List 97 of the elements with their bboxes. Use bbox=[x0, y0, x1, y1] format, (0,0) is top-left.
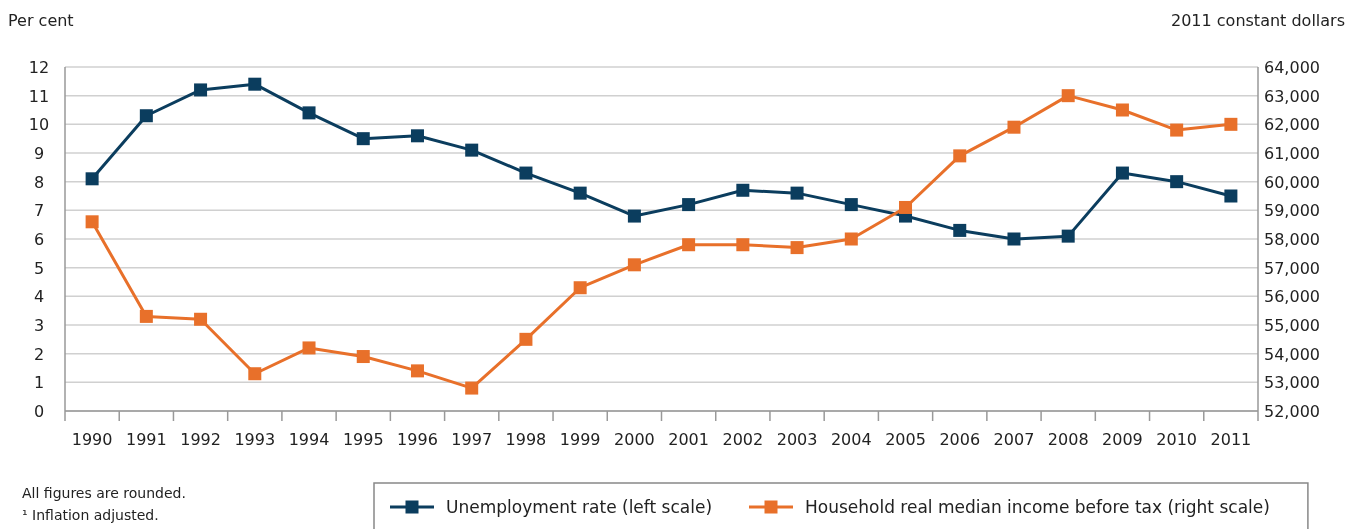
y2-tick-label: 55,000 bbox=[1264, 316, 1320, 335]
y2-tick-label: 54,000 bbox=[1264, 344, 1320, 364]
point bbox=[139, 109, 153, 123]
point bbox=[1224, 117, 1238, 131]
y2-tick-label: 56,000 bbox=[1264, 287, 1320, 307]
y-tick-label: 6 bbox=[33, 230, 45, 249]
y2-tick-label: 64,000 bbox=[1264, 58, 1320, 77]
x-tick-label: 1997 bbox=[451, 430, 493, 449]
x-tick-label: 1999 bbox=[559, 430, 601, 449]
y2-tick-label: 61,000 bbox=[1264, 144, 1320, 163]
y2-tick-label: 62,000 bbox=[1264, 115, 1320, 135]
text: ¹ Inflation adjusted. bbox=[22, 507, 159, 523]
point bbox=[573, 186, 587, 200]
x-tick-label: 2008 bbox=[1047, 430, 1089, 449]
x-tick-label: 2006 bbox=[939, 430, 981, 449]
y-tick-label: 8 bbox=[33, 172, 45, 192]
point bbox=[1007, 232, 1021, 246]
y2-tick-label: 60,000 bbox=[1264, 172, 1320, 192]
point bbox=[1170, 123, 1184, 137]
x-tick-label: 1998 bbox=[505, 430, 547, 449]
point bbox=[1115, 166, 1129, 180]
point bbox=[790, 186, 804, 200]
x-tick-label: 2003 bbox=[776, 430, 818, 449]
point bbox=[682, 198, 696, 212]
point bbox=[899, 200, 913, 214]
point bbox=[1061, 89, 1075, 103]
point bbox=[356, 350, 370, 364]
x-tick-label: 1992 bbox=[180, 430, 221, 449]
point bbox=[410, 364, 424, 378]
x-tick-label: 2000 bbox=[614, 430, 655, 449]
y-tick-label: 10 bbox=[28, 115, 50, 135]
legend-label: Household real median income before tax (right scale) bbox=[805, 497, 1270, 517]
point bbox=[85, 172, 99, 186]
x-tick-label: 2002 bbox=[722, 430, 764, 449]
y-tick-label: 1 bbox=[33, 373, 45, 393]
point bbox=[736, 238, 750, 252]
y-axis-title: Per cent bbox=[8, 11, 74, 30]
point bbox=[248, 367, 262, 381]
x-tick-label: 2010 bbox=[1156, 430, 1198, 449]
x-tick-label: 1994 bbox=[288, 430, 330, 449]
y2-tick-label: 63,000 bbox=[1264, 86, 1320, 106]
x-tick-label: 1991 bbox=[125, 430, 167, 449]
point bbox=[465, 381, 479, 395]
point bbox=[302, 106, 316, 120]
point bbox=[519, 332, 533, 346]
point bbox=[1224, 189, 1238, 203]
point bbox=[302, 341, 316, 355]
y2-tick-label: 57,000 bbox=[1264, 258, 1320, 278]
y-tick-label: 2 bbox=[33, 344, 45, 364]
point bbox=[465, 143, 479, 157]
y-tick-label: 0 bbox=[33, 402, 45, 421]
point bbox=[736, 183, 750, 197]
y-tick-label: 5 bbox=[33, 258, 45, 278]
y-tick-label: 3 bbox=[33, 316, 45, 335]
y-tick-label: 7 bbox=[33, 201, 45, 221]
legend-label: Unemployment rate (left scale) bbox=[446, 497, 713, 517]
point bbox=[519, 166, 533, 180]
y2-axis-title: 2011 constant dollars bbox=[1171, 11, 1345, 30]
y-tick-label: 11 bbox=[28, 86, 50, 106]
y2-tick-label: 53,000 bbox=[1264, 373, 1320, 393]
point bbox=[356, 132, 370, 146]
text: All figures are rounded. bbox=[22, 485, 186, 501]
point bbox=[1007, 120, 1021, 134]
y-tick-label: 12 bbox=[28, 58, 50, 77]
point bbox=[139, 309, 153, 323]
point bbox=[627, 258, 641, 272]
point bbox=[953, 223, 967, 237]
point bbox=[953, 149, 967, 163]
point bbox=[790, 241, 804, 255]
y-tick-label: 9 bbox=[33, 144, 45, 163]
point bbox=[844, 198, 858, 212]
x-tick-label: 1995 bbox=[342, 430, 384, 449]
point bbox=[573, 281, 587, 295]
point bbox=[410, 129, 424, 143]
point bbox=[1115, 103, 1129, 117]
x-tick-label: 1990 bbox=[71, 430, 113, 449]
x-tick-label: 2009 bbox=[1102, 430, 1143, 449]
y2-tick-label: 59,000 bbox=[1264, 201, 1320, 221]
x-tick-label: 2011 bbox=[1210, 430, 1252, 449]
x-tick-label: 2004 bbox=[830, 430, 872, 449]
point bbox=[194, 83, 208, 97]
point bbox=[1170, 175, 1184, 189]
x-tick-label: 1993 bbox=[234, 430, 276, 449]
y2-tick-label: 58,000 bbox=[1264, 230, 1320, 249]
y-tick-label: 4 bbox=[33, 287, 45, 307]
x-tick-label: 1996 bbox=[397, 430, 438, 449]
point bbox=[1061, 229, 1075, 243]
x-tick-label: 2007 bbox=[993, 430, 1035, 449]
point bbox=[248, 77, 262, 91]
point bbox=[194, 312, 208, 326]
point bbox=[627, 209, 641, 223]
y2-tick-label: 52,000 bbox=[1264, 402, 1320, 421]
x-tick-label: 2005 bbox=[885, 430, 926, 449]
point bbox=[844, 232, 858, 246]
x-tick-label: 2001 bbox=[668, 430, 709, 449]
point bbox=[682, 238, 696, 252]
point bbox=[85, 215, 99, 229]
